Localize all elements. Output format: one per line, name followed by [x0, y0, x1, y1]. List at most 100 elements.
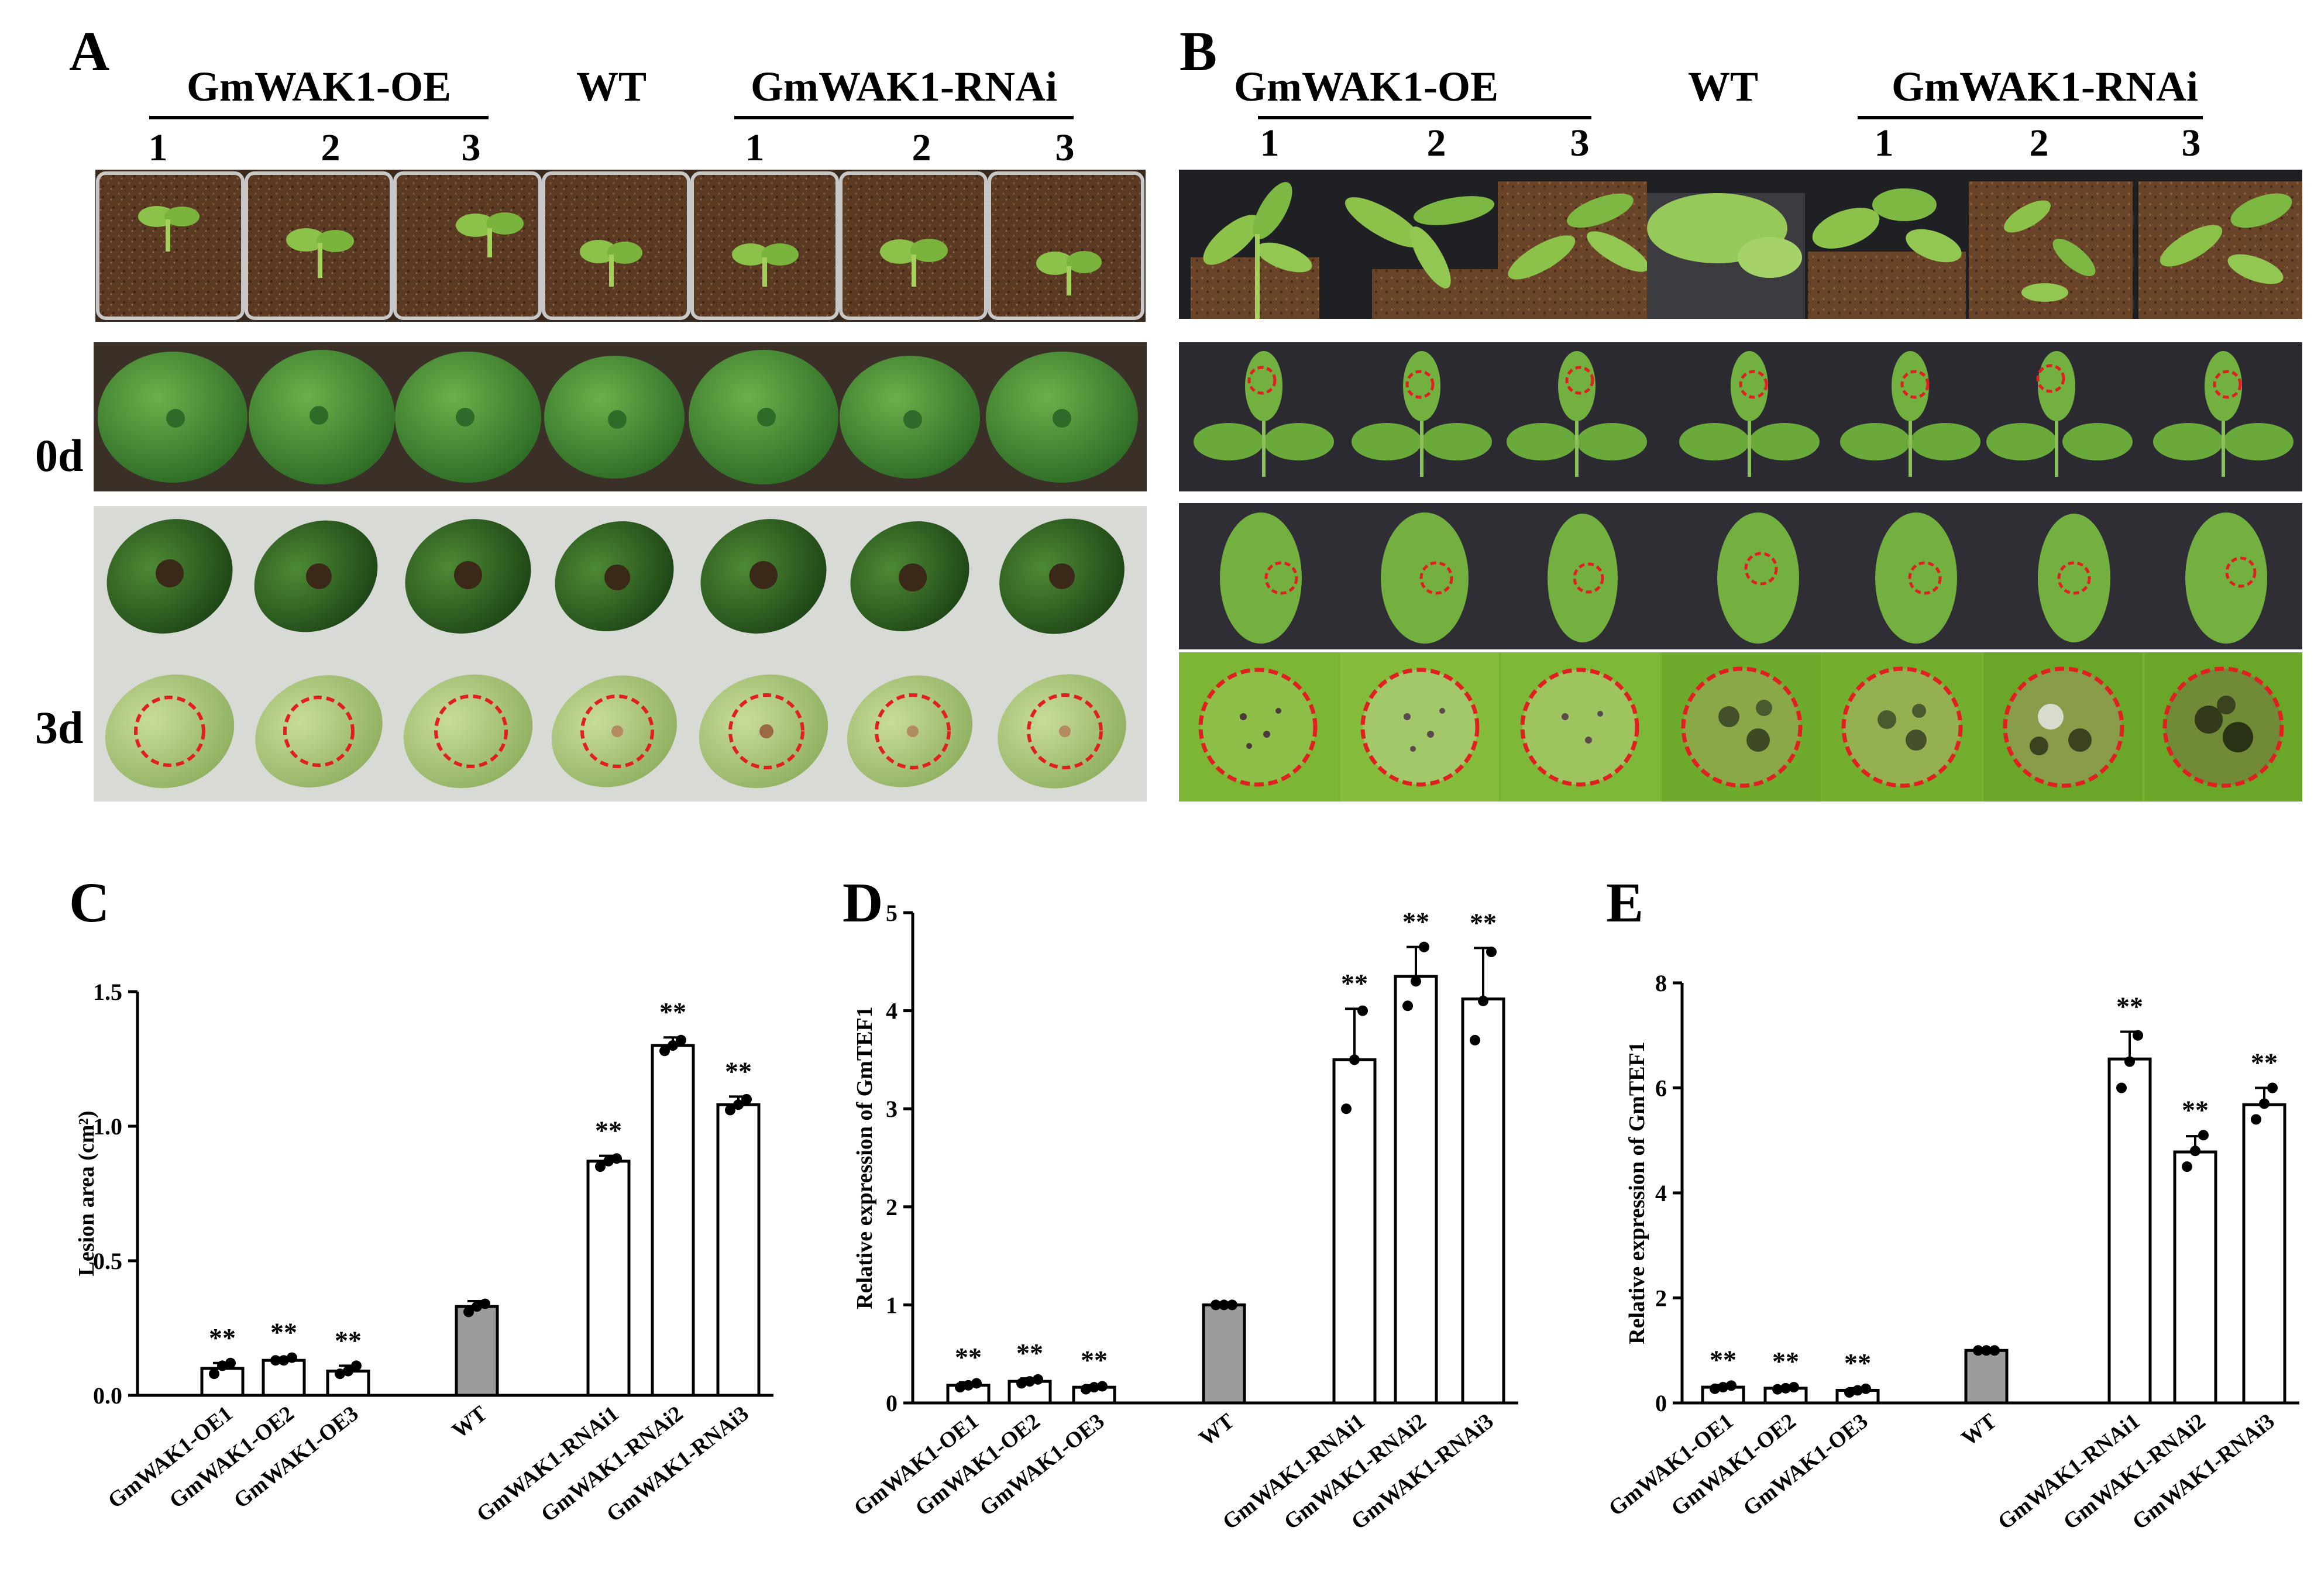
data-point [2133, 1030, 2143, 1041]
data-point [2251, 1114, 2261, 1125]
bar-gmwak1-rnai2 [2173, 1150, 2217, 1405]
data-point [1357, 1005, 1368, 1016]
panel-a-3d-photos [105, 518, 1126, 789]
y-tick-label: 2 [1655, 1285, 1667, 1312]
data-point [741, 1094, 752, 1105]
y-axis-label: Relative expression of GmTEF1 [1625, 1041, 1649, 1344]
y-tick-label: 3 [886, 1096, 898, 1122]
data-point [1411, 976, 1421, 987]
data-point [1772, 1384, 1783, 1395]
significance-label: ** [2182, 1095, 2209, 1124]
data-point [1478, 995, 1488, 1006]
y-tick-label: 5 [886, 900, 898, 926]
category-label: WT [1195, 1409, 1239, 1451]
data-point [1211, 1299, 1221, 1310]
y-tick-label: 4 [1655, 1180, 1667, 1206]
panel-b-lesion-strip [1179, 652, 2302, 802]
panel-b-group-rnai: GmWAK1-RNAi [1892, 63, 2198, 110]
data-point [472, 1301, 482, 1312]
bar-wt [455, 1305, 499, 1397]
data-point [1486, 947, 1497, 958]
panel-a-0d-strip [94, 342, 1147, 491]
pod-0d-2 [249, 350, 395, 484]
data-point [668, 1040, 678, 1051]
panel-b-leaf-photos [1220, 512, 2267, 644]
significance-label: ** [1016, 1338, 1043, 1368]
data-point [1024, 1376, 1035, 1387]
panel-letter-a: A [69, 20, 110, 82]
significance-label: ** [270, 1318, 297, 1347]
bar-gmwak1-rnai2 [651, 1044, 695, 1397]
pod-0d-3 [395, 352, 541, 483]
data-point [1718, 1382, 1728, 1393]
data-point [1852, 1385, 1863, 1396]
bar-wt [1202, 1303, 1246, 1405]
data-point [1470, 1034, 1480, 1045]
panel-a-num-1: 1 [148, 126, 168, 169]
seedling-pot-5 [690, 171, 839, 320]
panel-letter-b: B [1180, 20, 1218, 82]
significance-label: ** [1772, 1346, 1799, 1376]
data-point [611, 1153, 622, 1164]
significance-label: ** [955, 1342, 982, 1372]
y-tick-label: 0.5 [93, 1248, 122, 1274]
y-tick-label: 1.5 [93, 979, 122, 1005]
data-point [725, 1105, 735, 1116]
pod-0d-5 [689, 350, 838, 484]
data-point [270, 1355, 281, 1366]
data-point [659, 1045, 670, 1057]
data-point [603, 1155, 614, 1167]
data-point [595, 1161, 606, 1172]
data-point [1227, 1299, 1237, 1310]
data-point [287, 1352, 297, 1363]
pod-0d-1 [98, 352, 247, 483]
y-tick-label: 0.0 [93, 1382, 122, 1409]
y-tick-label: 4 [886, 998, 898, 1024]
data-point [225, 1357, 236, 1368]
significance-label: ** [1402, 907, 1429, 937]
panel-b-num-4: 1 [1874, 122, 1894, 164]
panel-a-seedling-photos [96, 171, 1144, 320]
data-point [1097, 1381, 1108, 1392]
plant-2 [1345, 196, 1507, 319]
data-point [963, 1380, 974, 1391]
data-point [1710, 1383, 1720, 1394]
panel-b-group-oe-line [1258, 116, 1591, 119]
y-tick-label: 8 [1655, 970, 1667, 996]
category-label: WT [1957, 1409, 2002, 1451]
seedling-pot-3 [393, 171, 542, 320]
significance-label: ** [2251, 1048, 2278, 1078]
significance-label: ** [1081, 1345, 1108, 1375]
bar-gmwak1-rnai1 [1332, 1058, 1377, 1405]
data-point [1861, 1383, 1871, 1394]
data-point [480, 1298, 490, 1309]
data-point [1402, 1000, 1413, 1012]
bar-gmwak1-rnai3 [2242, 1103, 2286, 1405]
data-point [1016, 1378, 1027, 1389]
bar-wt [1964, 1349, 2009, 1405]
data-point [1981, 1345, 1992, 1356]
pod-0d-7 [986, 352, 1138, 483]
data-point [2182, 1161, 2192, 1172]
data-point [278, 1355, 289, 1366]
bar-gmwak1-rnai1 [586, 1160, 631, 1397]
plant-5 [1808, 188, 1966, 319]
significance-label: ** [725, 1056, 752, 1086]
bar-gmwak1-rnai1 [2107, 1057, 2152, 1405]
data-point [1989, 1345, 2000, 1356]
panel-a-group-oe: GmWAK1-OE [186, 63, 452, 110]
data-point [2259, 1098, 2270, 1109]
data-point [343, 1365, 353, 1377]
panel-a-seedling-strip [95, 170, 1146, 322]
panel-a-row-label-3d: 3d [35, 702, 84, 753]
panel-a-group-oe-line [149, 116, 489, 119]
panel-b-leaf-strip [1179, 503, 2302, 649]
panel-a-0d-photos [98, 350, 1138, 484]
plant-1 [1191, 182, 1319, 319]
panel-b-group-rnai-line [1858, 116, 2203, 119]
y-tick-label: 1.0 [93, 1113, 122, 1140]
panel-b-plant-strip [1179, 170, 2302, 319]
